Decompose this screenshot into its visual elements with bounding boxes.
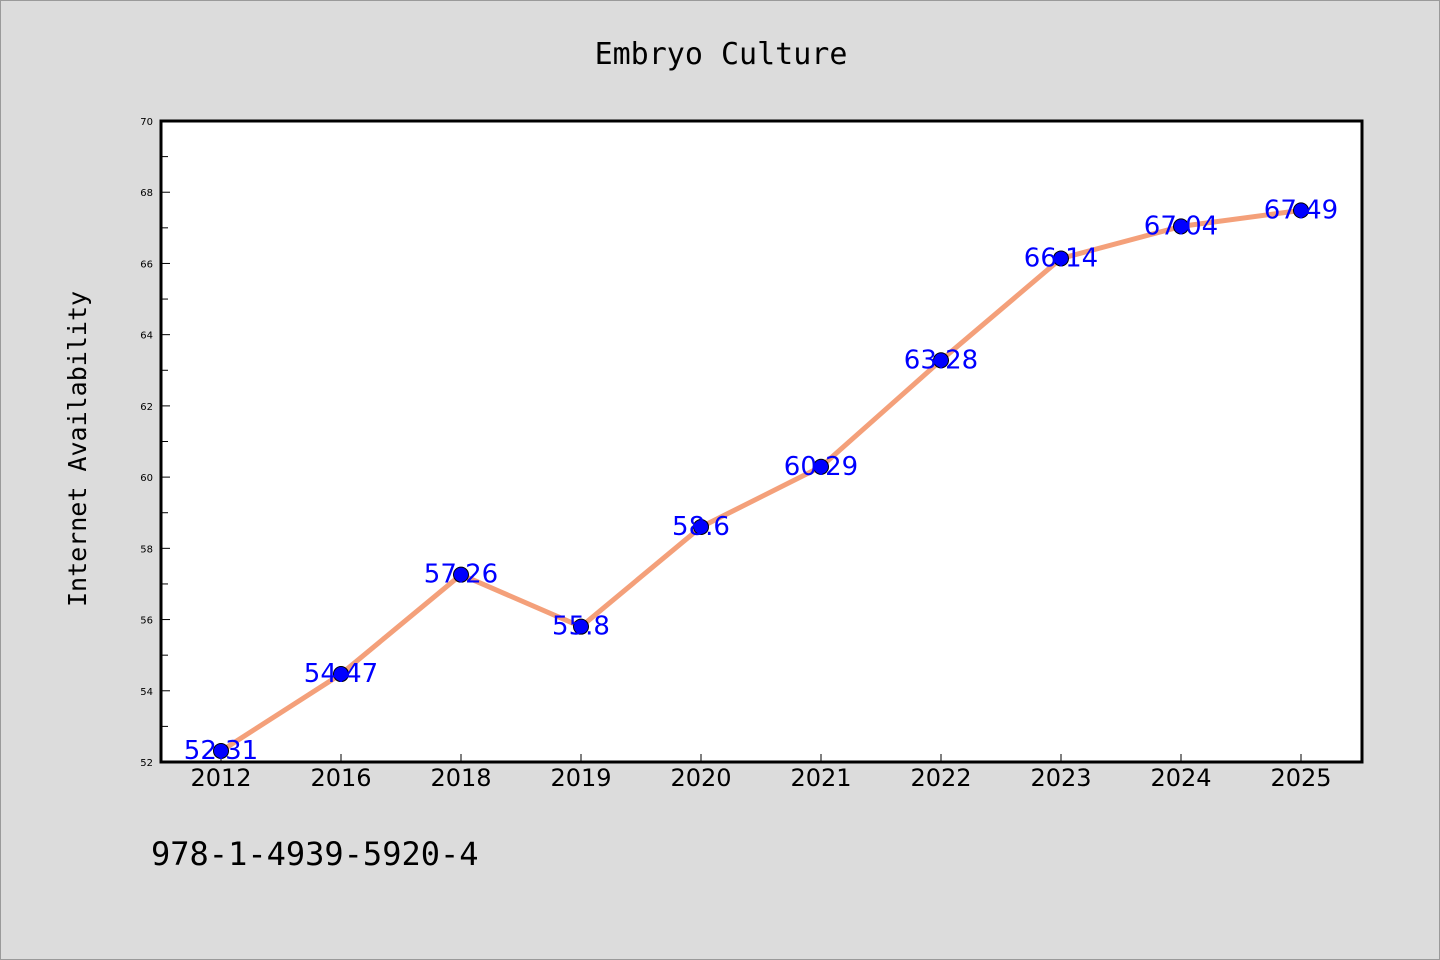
data-point (933, 352, 949, 369)
x-tick-label: 2021 (790, 764, 851, 792)
y-tick-label: 62 (140, 402, 153, 413)
x-tick-label: 2024 (1150, 764, 1211, 792)
y-tick-label: 52 (140, 758, 153, 769)
isbn-text: 978-1-4939-5920-4 (151, 835, 479, 873)
y-tick-label: 56 (140, 616, 153, 627)
x-tick-label: 2025 (1270, 764, 1331, 792)
data-label: 54.47 (304, 659, 378, 689)
data-label: 58.6 (672, 512, 730, 542)
data-point (1173, 218, 1189, 235)
data-point (1293, 202, 1309, 219)
y-tick-label: 60 (140, 473, 153, 484)
x-tick-label: 2023 (1030, 764, 1091, 792)
data-point (573, 618, 589, 635)
x-tick-label: 2020 (670, 764, 731, 792)
data-label: 55.8 (552, 612, 610, 642)
x-axis: 2012 2016 2018 2019 2020 2021 2022 2023 2024 2025 (190, 754, 1332, 792)
data-label: 67.04 (1144, 211, 1218, 241)
x-tick-label: 2022 (910, 764, 971, 792)
data-label: 57.26 (424, 560, 498, 590)
data-series (213, 202, 1309, 759)
data-point (213, 742, 229, 759)
y-axis-label: Internet Availability (63, 291, 92, 607)
data-label: 67.49 (1264, 195, 1338, 225)
data-point (1053, 250, 1069, 267)
data-point (813, 458, 829, 475)
y-tick-label: 64 (140, 331, 153, 342)
y-tick-label: 58 (140, 544, 153, 555)
data-point (453, 566, 469, 583)
y-tick-label: 54 (140, 687, 153, 698)
data-point (693, 518, 709, 535)
x-tick-label: 2012 (190, 764, 251, 792)
data-label: 63.28 (904, 345, 978, 375)
x-tick-label: 2016 (310, 764, 371, 792)
x-tick-label: 2018 (430, 764, 491, 792)
y-tick-label: 70 (140, 117, 153, 128)
data-label: 52.31 (184, 736, 258, 766)
data-label: 66.14 (1024, 243, 1098, 273)
data-labels: 52.31 54.47 57.26 55.8 58.6 60.29 63.28 66.14 67… (184, 195, 1338, 766)
series-line (218, 207, 1304, 754)
y-tick-label: 66 (140, 259, 153, 270)
chart-title: Embryo Culture (595, 37, 848, 72)
y-axis: 52 54 56 58 60 62 64 66 68 70 (140, 117, 170, 769)
data-label: 60.29 (784, 452, 858, 482)
y-tick-label: 68 (140, 188, 153, 199)
data-point (333, 666, 349, 683)
x-tick-label: 2019 (550, 764, 611, 792)
